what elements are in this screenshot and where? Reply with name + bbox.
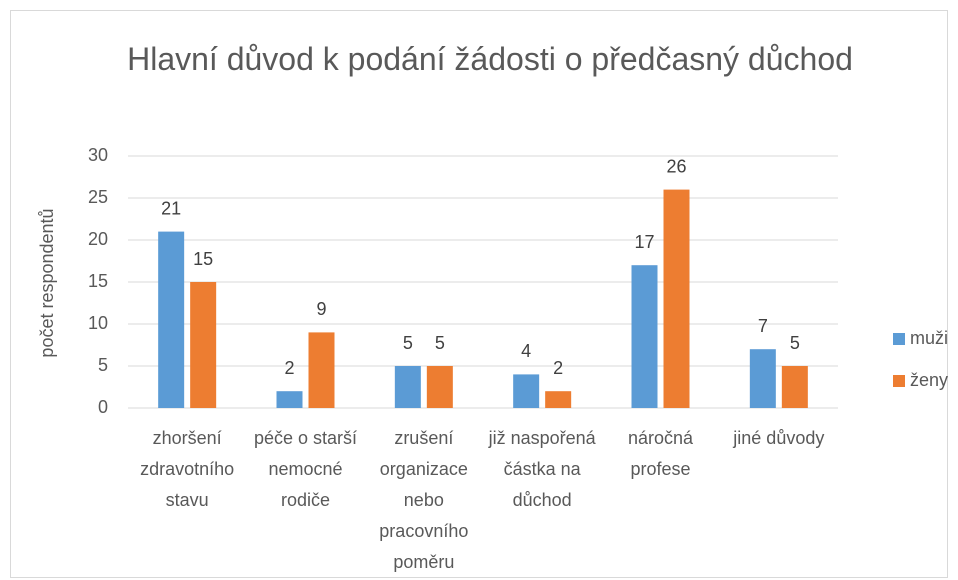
data-label: 5 bbox=[403, 333, 413, 353]
bar bbox=[545, 391, 572, 408]
bar bbox=[631, 265, 658, 408]
legend-swatch bbox=[893, 333, 905, 345]
y-tick-label: 0 bbox=[98, 397, 108, 417]
bar bbox=[276, 391, 303, 408]
data-label: 4 bbox=[521, 341, 531, 361]
bar bbox=[308, 332, 335, 408]
x-tick-label: jiné důvody bbox=[733, 428, 825, 448]
y-tick-label: 10 bbox=[88, 313, 108, 333]
y-tick-label: 25 bbox=[88, 187, 108, 207]
legend-label: muži bbox=[910, 328, 948, 348]
data-label: 15 bbox=[193, 249, 213, 269]
bar bbox=[394, 366, 421, 408]
y-axis-label: počet respondentů bbox=[37, 208, 57, 357]
x-tick-label: již naspořená částka na důchod bbox=[488, 428, 596, 510]
data-label: 17 bbox=[634, 232, 654, 252]
y-tick-label: 5 bbox=[98, 355, 108, 375]
x-tick-label: péče o starší nemocné rodiče bbox=[253, 428, 358, 510]
y-tick-label: 15 bbox=[88, 271, 108, 291]
x-tick-label: zhoršení zdravotního stavu bbox=[140, 428, 235, 510]
legend-swatch bbox=[893, 375, 905, 387]
bar bbox=[781, 366, 808, 408]
chart-title: Hlavní důvod k podání žádosti o předčasn… bbox=[127, 41, 853, 77]
x-tick-label: náročná profese bbox=[627, 428, 694, 479]
data-label: 9 bbox=[316, 299, 326, 319]
bar bbox=[513, 374, 540, 408]
data-label: 2 bbox=[284, 358, 294, 378]
data-label: 21 bbox=[161, 198, 181, 218]
bar bbox=[190, 282, 217, 408]
y-tick-label: 30 bbox=[88, 145, 108, 165]
x-tick-label: zrušení organizace nebo pracovního poměr… bbox=[379, 428, 469, 572]
bar bbox=[663, 189, 690, 408]
data-label: 5 bbox=[790, 333, 800, 353]
y-tick-label: 20 bbox=[88, 229, 108, 249]
data-label: 26 bbox=[666, 156, 686, 176]
bar bbox=[158, 231, 185, 408]
chart-border bbox=[10, 10, 948, 578]
legend-label: ženy bbox=[910, 370, 948, 390]
data-label: 2 bbox=[553, 358, 563, 378]
data-label: 7 bbox=[758, 316, 768, 336]
bar bbox=[749, 349, 776, 408]
bar bbox=[426, 366, 453, 408]
data-label: 5 bbox=[435, 333, 445, 353]
